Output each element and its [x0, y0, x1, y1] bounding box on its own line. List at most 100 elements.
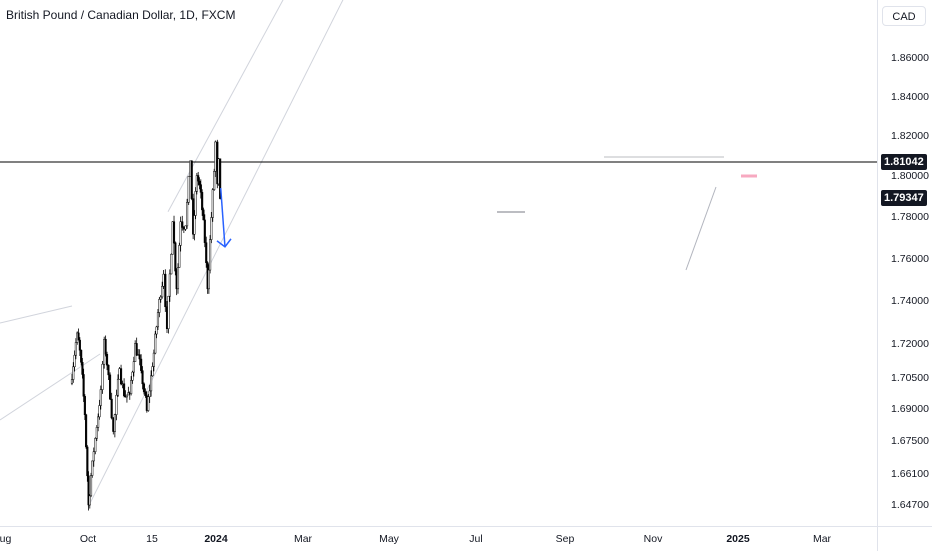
candle-body	[211, 189, 214, 218]
candle-body	[107, 364, 110, 376]
candle-body	[159, 296, 162, 300]
price-tick-label: 1.78000	[891, 211, 929, 223]
price-tick-label: 1.70500	[891, 372, 929, 384]
price-tick-label: 1.82000	[891, 130, 929, 142]
horizontal-line-price-tag: 1.81042	[881, 154, 927, 171]
candle-body	[201, 192, 204, 211]
candle-body	[91, 460, 94, 476]
candle-body	[86, 446, 89, 477]
candle-body	[176, 267, 180, 290]
price-tick-label: 1.80000	[891, 170, 929, 182]
arrow-head-icon	[216, 238, 232, 248]
candle-body	[85, 414, 88, 448]
current-price-tag: 1.79347	[881, 189, 927, 206]
candle-body	[202, 209, 205, 221]
candle-body	[99, 389, 102, 406]
candle-body	[87, 475, 90, 506]
candle-body	[181, 221, 184, 228]
axis-corner	[877, 526, 932, 551]
candle-body	[199, 184, 202, 193]
time-tick-label: Oct	[79, 533, 97, 545]
candle-body	[73, 354, 76, 368]
candle-body	[162, 273, 165, 287]
currency-button[interactable]: CAD	[882, 6, 926, 26]
candle-body	[132, 361, 135, 373]
candle-body	[214, 141, 217, 172]
candle-body	[142, 383, 146, 393]
candle-body	[130, 380, 133, 395]
time-tick-label: 2024	[204, 533, 228, 545]
candle-body	[140, 358, 143, 371]
time-tick-label: Nov	[643, 533, 663, 545]
candle-body	[161, 286, 164, 298]
candle-body	[120, 368, 123, 385]
candle-body	[92, 451, 95, 462]
price-tick-label: 1.72000	[891, 338, 929, 350]
price-tick-label: 1.64700	[891, 499, 929, 511]
candle-body	[104, 338, 107, 355]
candle-body	[144, 391, 147, 396]
candle-body	[77, 332, 80, 341]
candle-body	[156, 312, 160, 328]
price-tick-label: 1.67500	[891, 435, 929, 447]
time-tick-label: 2025	[726, 533, 750, 545]
channel-lower-line	[87, 0, 344, 508]
price-axis[interactable]: CAD 1.86000 1.84000 1.82000 1.80000 1.78000 1…	[877, 0, 932, 526]
candle-body	[95, 427, 98, 439]
candle-body	[141, 370, 144, 385]
candle-body	[168, 273, 171, 297]
chart-title: British Pound / Canadian Dollar, 1D, FXC…	[6, 8, 236, 22]
candle-body	[170, 254, 173, 275]
candle-body	[186, 202, 189, 227]
candle-body	[125, 394, 128, 398]
candle-body	[109, 374, 112, 400]
candle-body	[203, 219, 206, 243]
candle-body	[74, 342, 77, 356]
candle-body	[167, 295, 170, 329]
candle-body	[138, 354, 141, 360]
price-tick-label: 1.74000	[891, 295, 929, 307]
candle-body	[205, 242, 208, 264]
price-tick-label: 1.76000	[891, 253, 929, 265]
candle-body	[147, 396, 150, 411]
trend-line	[685, 186, 717, 271]
candle-body	[135, 343, 138, 356]
candle-body	[209, 239, 212, 271]
candle-body	[198, 180, 201, 185]
candle-body	[154, 333, 157, 354]
candle-body	[213, 171, 216, 190]
chart-area[interactable]: British Pound / Canadian Dollar, 1D, FXC…	[0, 0, 877, 526]
price-tick-label: 1.69000	[891, 403, 929, 415]
price-tick-label: 1.66100	[891, 468, 929, 480]
candle-body	[110, 398, 113, 419]
candle-body	[194, 191, 197, 216]
price-tick-label: 1.84000	[891, 91, 929, 103]
prior-channel-upper-line	[0, 305, 73, 324]
candle-body	[113, 414, 116, 432]
candle-body	[89, 475, 93, 497]
candle-body	[116, 378, 120, 396]
time-tick-label: May	[379, 533, 399, 545]
time-tick-label: 15	[146, 533, 158, 545]
candle-body	[98, 405, 101, 418]
chart-canvas[interactable]	[0, 0, 877, 526]
candle-body	[179, 221, 182, 246]
candle-body	[94, 438, 97, 452]
candle-body	[123, 383, 126, 397]
time-tick-label: Mar	[812, 533, 832, 545]
candle-body	[210, 217, 213, 240]
candle-body	[151, 366, 154, 377]
candle-body	[78, 339, 81, 351]
candle-body	[164, 273, 167, 308]
candle-body	[70, 379, 74, 384]
candle-body	[88, 495, 91, 506]
time-axis[interactable]: Aug Oct 15 2024 Mar May Jul Sep Nov 2025 Mar	[0, 526, 877, 551]
candle-body	[97, 416, 100, 428]
candle-body	[158, 299, 161, 313]
candle-body	[152, 352, 155, 367]
time-tick-label: Sep	[555, 533, 575, 545]
candle-body	[195, 175, 198, 192]
candle-body	[207, 269, 210, 290]
candle-body	[193, 215, 196, 235]
candle-body	[82, 374, 85, 397]
